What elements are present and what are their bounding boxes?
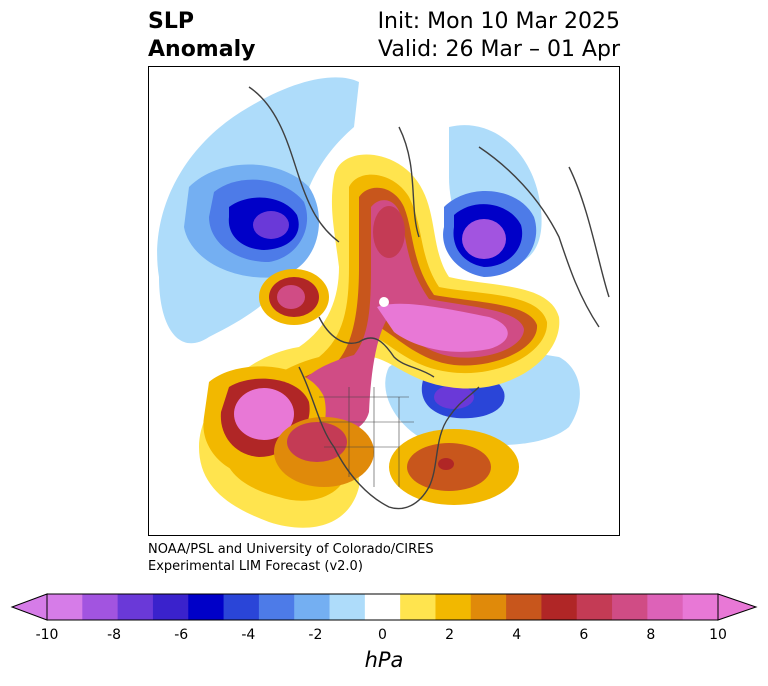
atlantic-high-core [438, 458, 454, 470]
credit-text: NOAA/PSL and University of Colorado/CIRE… [148, 541, 434, 575]
pole-marker [379, 297, 389, 307]
colorbar-unit: hPa [364, 648, 404, 672]
colorbar-tick-label: 8 [646, 627, 656, 643]
colorbar-segment [612, 594, 648, 620]
colorbar-tick-label: 0 [378, 627, 387, 643]
colorbar-segment [576, 594, 613, 620]
colorbar-tick-label: -4 [241, 627, 256, 643]
colorbar [10, 593, 758, 621]
colorbar-segment [400, 594, 436, 620]
colorbar-segment [188, 594, 225, 620]
low-west-core [253, 211, 289, 239]
colorbar-tick-label: -8 [107, 627, 122, 643]
colorbar-segment [258, 594, 295, 620]
colorbar-tick-label: 2 [445, 627, 455, 643]
low-se-core [434, 385, 474, 409]
anomaly-map [148, 66, 620, 536]
low-east-core [462, 219, 506, 259]
map-svg [157, 77, 610, 528]
pos-anomaly-north-core [377, 303, 508, 352]
colorbar-segment [329, 594, 366, 620]
state-borders [319, 387, 414, 487]
colorbar-segment [682, 594, 719, 620]
colorbar-segment [435, 594, 472, 620]
colorbar-extend-high [717, 593, 758, 621]
colorbar-tick-label: -10 [35, 627, 59, 643]
colorbar-segment [117, 594, 154, 620]
colorbar-border [46, 593, 719, 621]
colorbar-segment [647, 594, 684, 620]
colorbar-segment [294, 594, 331, 620]
colorbar-segment [82, 594, 119, 620]
title-line2: Anomaly [148, 37, 256, 62]
colorbar-tick-label: -6 [174, 627, 189, 643]
colorbar-segment [506, 594, 542, 620]
title-line1: SLP [148, 9, 194, 34]
title-left: SLP Anomaly [148, 8, 255, 64]
valid-range: Valid: 26 Mar – 01 Apr [378, 37, 620, 62]
colorbar-tick-label: 6 [579, 627, 589, 643]
us-high-inner [287, 422, 347, 462]
coastlines [248, 86, 610, 510]
colorbar-segment [364, 594, 401, 620]
colorbar-segment [223, 594, 260, 620]
colorbar-tick-label: -2 [308, 627, 323, 643]
pos-anomaly-north-max [373, 206, 405, 258]
colorbar-tick-label: 4 [512, 627, 522, 643]
colorbar-extend-low [10, 593, 48, 621]
credit-line2: Experimental LIM Forecast (v2.0) [148, 559, 363, 574]
alaska-high-core [277, 285, 305, 309]
colorbar-segment [470, 594, 507, 620]
title-right: Init: Mon 10 Mar 2025 Valid: 26 Mar – 01… [378, 8, 620, 64]
init-date: Init: Mon 10 Mar 2025 [377, 9, 620, 34]
colorbar-tick-label: 10 [709, 627, 727, 643]
credit-line1: NOAA/PSL and University of Colorado/CIRE… [148, 542, 434, 557]
colorbar-segment [47, 594, 83, 620]
colorbar-segment [541, 594, 578, 620]
pacific-high-core [234, 388, 294, 440]
colorbar-segment [152, 594, 189, 620]
